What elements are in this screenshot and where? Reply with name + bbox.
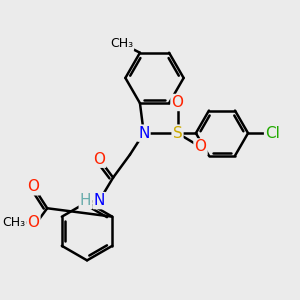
Text: O: O bbox=[93, 152, 105, 167]
Text: CH₃: CH₃ bbox=[110, 37, 133, 50]
Text: Cl: Cl bbox=[265, 126, 280, 141]
Text: N: N bbox=[94, 193, 105, 208]
Text: O: O bbox=[194, 140, 206, 154]
Text: O: O bbox=[172, 95, 184, 110]
Text: O: O bbox=[27, 179, 39, 194]
Text: CH₃: CH₃ bbox=[2, 216, 25, 229]
Text: N: N bbox=[138, 126, 149, 141]
Text: O: O bbox=[27, 214, 39, 230]
Text: S: S bbox=[172, 126, 182, 141]
Text: H: H bbox=[80, 193, 91, 208]
